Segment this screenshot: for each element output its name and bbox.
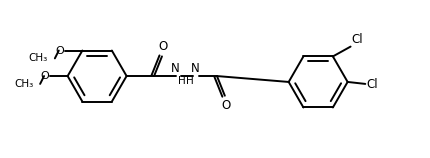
Text: H: H [186,76,194,86]
Text: O: O [158,40,168,53]
Text: O: O [40,71,49,81]
Text: N: N [191,62,200,75]
Text: Cl: Cl [366,78,378,91]
Text: O: O [221,99,230,112]
Text: CH₃: CH₃ [14,79,33,89]
Text: H: H [178,76,185,86]
Text: O: O [55,46,64,55]
Text: Cl: Cl [352,33,363,46]
Text: CH₃: CH₃ [29,53,48,63]
Text: N: N [171,62,180,75]
